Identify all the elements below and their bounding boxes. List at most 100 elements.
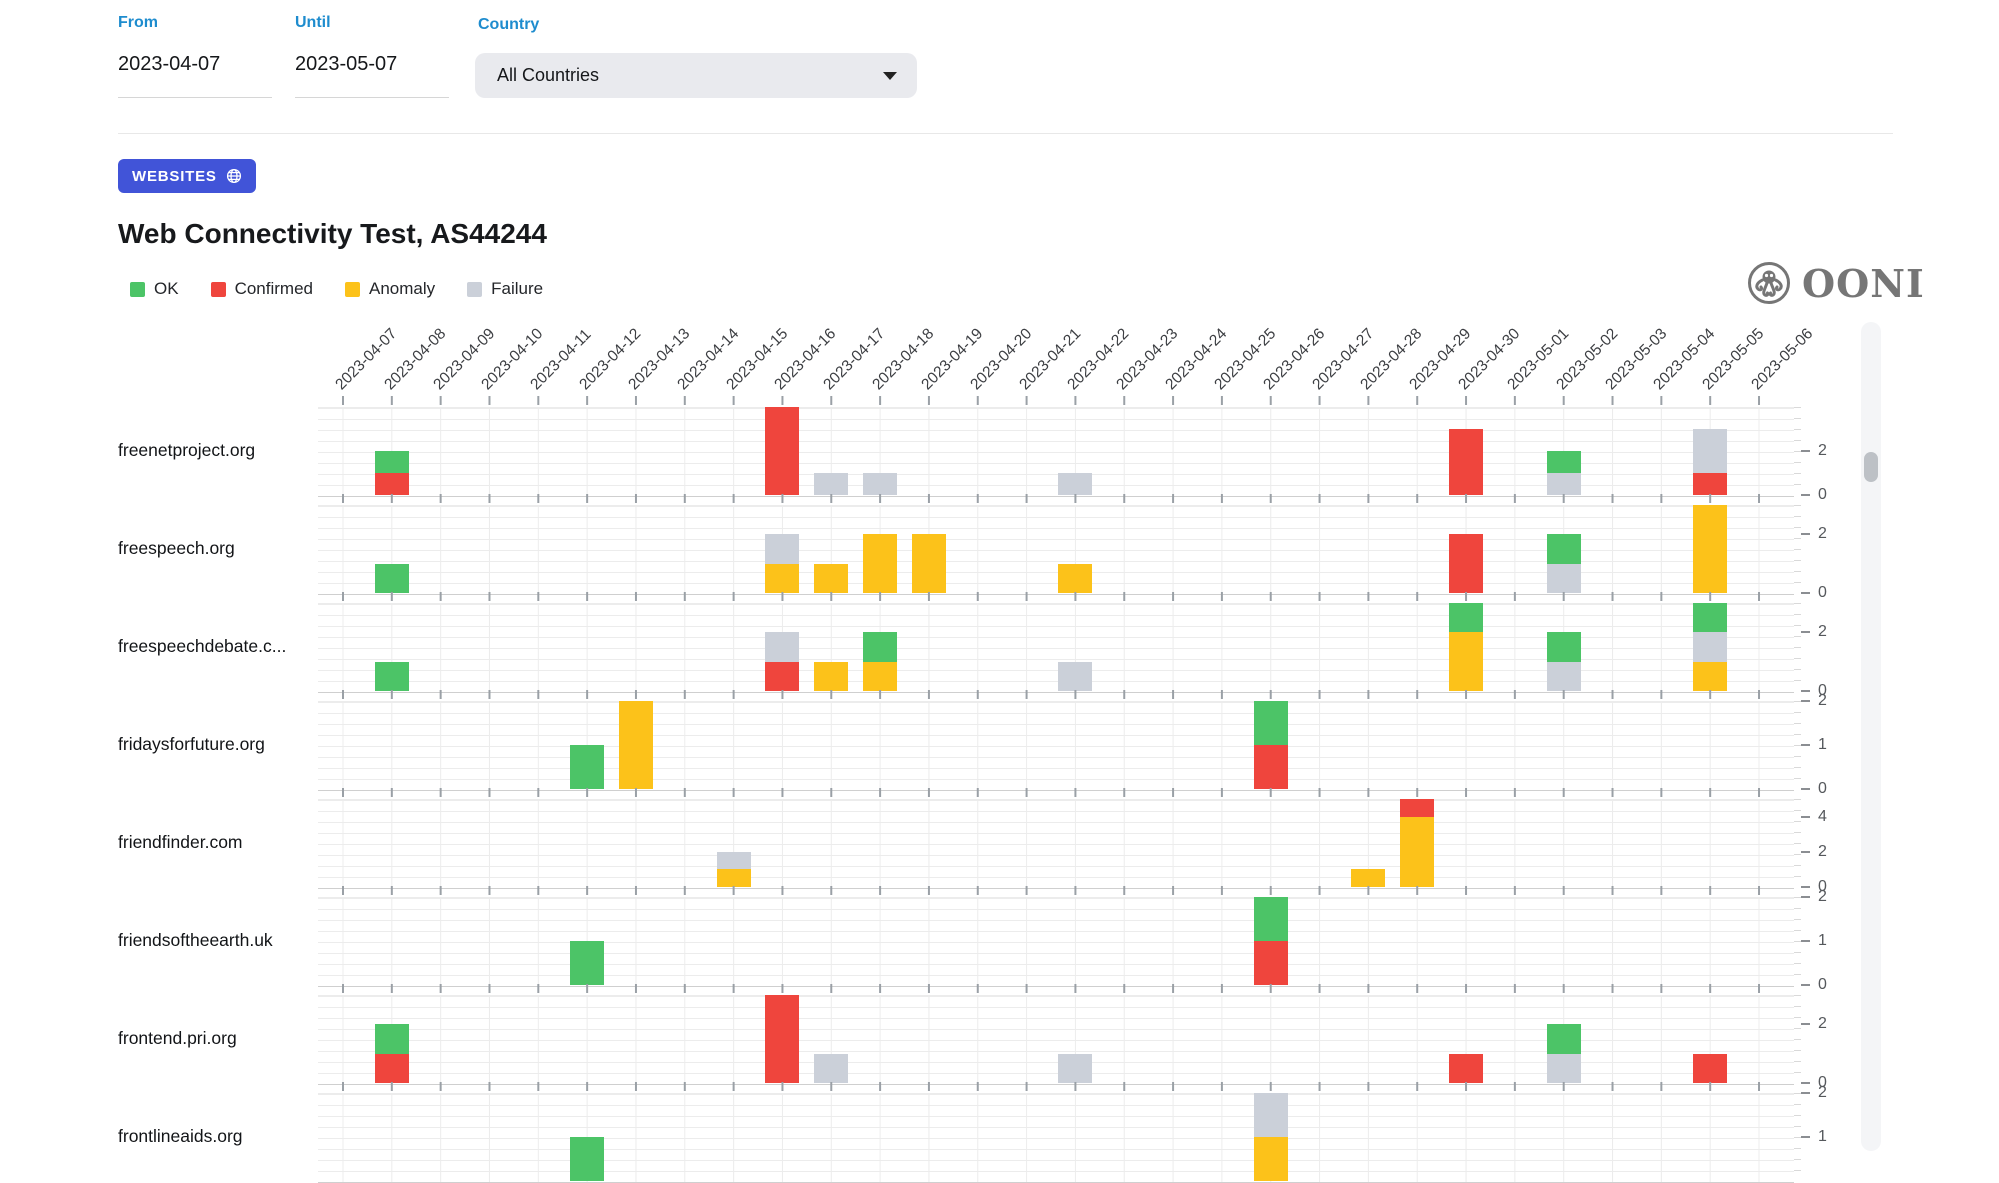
- website-label: friendsoftheearth.uk: [118, 930, 273, 950]
- bar-segment-anomaly[interactable]: [765, 563, 800, 593]
- bar-segment-failure[interactable]: [863, 473, 898, 495]
- y-axis-label: 1: [1818, 736, 1827, 753]
- bar-segment-ok[interactable]: [570, 1137, 605, 1181]
- y-axis-label: 2: [1818, 842, 1827, 860]
- bar-segment-ok[interactable]: [570, 745, 605, 789]
- bar-segment-ok[interactable]: [1546, 451, 1581, 473]
- bar-segment-anomaly[interactable]: [814, 563, 849, 593]
- bar-segment-anomaly[interactable]: [1400, 816, 1435, 887]
- column-tick-marks: [318, 886, 1794, 895]
- y-axis-minor-ticks: [1794, 995, 1801, 1083]
- bar-segment-failure[interactable]: [1253, 1093, 1288, 1137]
- y-axis-tick: [1801, 815, 1810, 818]
- column-tick-marks: [318, 984, 1794, 993]
- y-axis-label: 1: [1818, 932, 1827, 949]
- bar-segment-failure[interactable]: [814, 1053, 849, 1083]
- bar-segment-anomaly[interactable]: [1449, 632, 1484, 691]
- bar-segment-confirmed[interactable]: [374, 1053, 409, 1083]
- y-axis-tick: [1801, 450, 1810, 452]
- bar-segment-ok[interactable]: [1253, 897, 1288, 941]
- bar-segment-anomaly[interactable]: [863, 534, 898, 593]
- bar-segment-ok[interactable]: [374, 563, 409, 593]
- bar-segment-ok[interactable]: [1546, 534, 1581, 564]
- y-axis-label: 1: [1818, 1128, 1827, 1145]
- from-date-input[interactable]: 2023-04-07: [118, 53, 221, 75]
- from-underline: [118, 97, 272, 98]
- bar-segment-confirmed[interactable]: [1449, 429, 1484, 495]
- bar-segment-confirmed[interactable]: [765, 995, 800, 1083]
- bar-segment-confirmed[interactable]: [1253, 941, 1288, 985]
- bar-segment-failure[interactable]: [765, 632, 800, 662]
- y-axis-minor-ticks: [1794, 505, 1801, 593]
- bar-segment-confirmed[interactable]: [1400, 799, 1435, 817]
- bar-segment-ok[interactable]: [570, 941, 605, 985]
- row-plot-fridaysforfuture.org: [318, 701, 1794, 791]
- bar-segment-failure[interactable]: [1693, 632, 1728, 662]
- bar-segment-ok[interactable]: [374, 1024, 409, 1054]
- header-divider: [118, 133, 1893, 134]
- bar-segment-anomaly[interactable]: [863, 661, 898, 691]
- bar-segment-failure[interactable]: [716, 851, 751, 870]
- bar-segment-failure[interactable]: [1058, 473, 1093, 495]
- bar-segment-ok[interactable]: [1546, 632, 1581, 662]
- bar-segment-ok[interactable]: [1693, 603, 1728, 633]
- bar-segment-confirmed[interactable]: [1693, 473, 1728, 495]
- bar-segment-confirmed[interactable]: [765, 407, 800, 495]
- y-axis-tick: [1801, 1082, 1810, 1084]
- website-label: freespeechdebate.c...: [118, 636, 287, 656]
- row-plot-frontlineaids.org: [318, 1093, 1794, 1183]
- bar-segment-confirmed[interactable]: [765, 661, 800, 691]
- bar-segment-failure[interactable]: [1693, 429, 1728, 473]
- bar-segment-ok[interactable]: [863, 632, 898, 662]
- y-axis-label: 2: [1818, 1015, 1827, 1033]
- y-axis-label: 2: [1818, 525, 1827, 543]
- bar-segment-ok[interactable]: [1449, 603, 1484, 633]
- country-selected-value: All Countries: [497, 65, 600, 85]
- bar-segment-anomaly[interactable]: [1693, 505, 1728, 593]
- bar-segment-confirmed[interactable]: [1449, 534, 1484, 593]
- vertical-scrollbar-thumb[interactable]: [1864, 452, 1878, 482]
- bar-segment-confirmed[interactable]: [374, 473, 409, 495]
- bar-segment-anomaly[interactable]: [1693, 661, 1728, 691]
- bar-segment-ok[interactable]: [374, 451, 409, 473]
- y-axis-minor-ticks: [1794, 701, 1801, 789]
- y-axis-label: 2: [1818, 623, 1827, 641]
- bar-segment-failure[interactable]: [1546, 1053, 1581, 1083]
- bar-segment-anomaly[interactable]: [814, 661, 849, 691]
- y-axis-minor-ticks: [1794, 799, 1801, 887]
- y-axis-tick: [1801, 850, 1810, 853]
- ok-swatch-icon: [130, 281, 145, 297]
- y-axis-label: 2: [1818, 888, 1827, 905]
- bar-segment-confirmed[interactable]: [1253, 745, 1288, 789]
- row-plot-friendfinder.com: [318, 799, 1794, 889]
- bar-segment-anomaly[interactable]: [1058, 563, 1093, 593]
- y-axis-tick: [1801, 886, 1810, 888]
- bar-segment-failure[interactable]: [814, 473, 849, 495]
- bar-segment-anomaly[interactable]: [1253, 1137, 1288, 1181]
- until-underline: [295, 97, 449, 98]
- country-select[interactable]: All Countries: [475, 53, 917, 98]
- chart-area: 2023-04-07 2023-04-08 2023-04-09 2023-04-10…: [118, 325, 1827, 1183]
- bar-segment-failure[interactable]: [1546, 661, 1581, 691]
- column-tick-marks: [318, 494, 1794, 503]
- vertical-scrollbar-track[interactable]: [1861, 322, 1881, 1151]
- bar-segment-confirmed[interactable]: [1449, 1053, 1484, 1083]
- bar-segment-anomaly[interactable]: [1351, 869, 1386, 887]
- bar-segment-failure[interactable]: [1546, 563, 1581, 593]
- bar-segment-failure[interactable]: [1546, 473, 1581, 495]
- bar-segment-confirmed[interactable]: [1693, 1053, 1728, 1083]
- bar-segment-failure[interactable]: [1058, 661, 1093, 691]
- bar-segment-failure[interactable]: [1058, 1053, 1093, 1083]
- bar-segment-ok[interactable]: [374, 661, 409, 691]
- y-axis-label: 2: [1818, 442, 1827, 459]
- bar-segment-anomaly[interactable]: [911, 534, 946, 593]
- y-axis-label: 0: [1818, 682, 1827, 699]
- y-axis-label: 0: [1818, 486, 1827, 503]
- bar-segment-ok[interactable]: [1546, 1024, 1581, 1054]
- bar-segment-anomaly[interactable]: [618, 701, 653, 789]
- bar-segment-anomaly[interactable]: [716, 869, 751, 887]
- bar-segment-ok[interactable]: [1253, 701, 1288, 745]
- bar-segment-failure[interactable]: [765, 534, 800, 564]
- chevron-down-icon: [883, 71, 897, 80]
- until-date-input[interactable]: 2023-05-07: [295, 53, 398, 75]
